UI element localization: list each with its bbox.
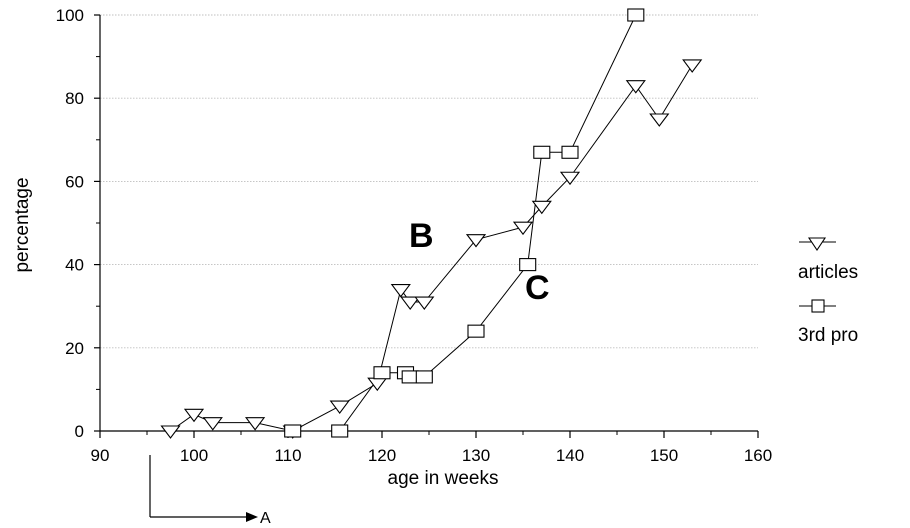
data-point-triangle bbox=[682, 59, 703, 73]
y-tick-label: 20 bbox=[65, 339, 84, 358]
legend-square-icon bbox=[811, 299, 825, 313]
annotation-c: C bbox=[525, 269, 550, 307]
data-point-square bbox=[331, 424, 349, 438]
x-axis-title: age in weeks bbox=[388, 468, 499, 489]
x-tick-label: 90 bbox=[91, 446, 110, 465]
data-point-triangle bbox=[160, 425, 181, 439]
data-point-triangle bbox=[183, 408, 205, 423]
series-line-1 bbox=[292, 14, 637, 432]
legend-item-3rd-pro: 3rd pro bbox=[798, 299, 858, 346]
x-tick-label: 150 bbox=[650, 446, 678, 465]
data-point-triangle bbox=[400, 296, 421, 310]
legend-triangle-icon bbox=[807, 237, 827, 251]
data-point-square bbox=[561, 145, 579, 159]
legend-item-articles: articles bbox=[798, 237, 858, 283]
y-tick-label: 80 bbox=[65, 89, 84, 108]
legend-label-3rd-pro: 3rd pro bbox=[798, 325, 858, 346]
data-point-square bbox=[415, 370, 433, 384]
a-marker-arrow bbox=[149, 455, 258, 522]
data-point-square bbox=[467, 324, 485, 338]
data-point-triangle bbox=[512, 221, 534, 236]
y-tick-label: 60 bbox=[65, 172, 84, 191]
data-point-triangle bbox=[625, 80, 646, 94]
x-tick-label: 130 bbox=[462, 446, 490, 465]
data-point-square bbox=[519, 258, 537, 272]
x-ticks: 90 100 110 120 130 140 150 160 bbox=[91, 431, 772, 465]
data-point-triangle bbox=[559, 171, 581, 186]
y-tick-label: 100 bbox=[56, 6, 84, 25]
y-axis-title: percentage bbox=[12, 177, 33, 272]
legend: articles 3rd pro bbox=[798, 237, 858, 346]
data-point-triangle bbox=[202, 417, 223, 431]
y-tick-label: 0 bbox=[75, 422, 84, 441]
x-tick-label: 110 bbox=[274, 446, 301, 465]
x-tick-label: 160 bbox=[744, 446, 772, 465]
data-point-triangle bbox=[649, 113, 670, 127]
series-markers bbox=[160, 8, 703, 439]
data-point-square bbox=[533, 145, 551, 159]
data-point-triangle bbox=[414, 296, 435, 310]
data-point-triangle bbox=[329, 400, 350, 414]
data-point-triangle bbox=[531, 200, 552, 215]
x-tick-label: 140 bbox=[556, 446, 584, 465]
y-ticks: 0 20 40 60 80 100 bbox=[56, 6, 100, 441]
data-point-triangle bbox=[245, 417, 266, 431]
a-marker-label: A bbox=[260, 510, 271, 527]
data-point-triangle bbox=[465, 234, 487, 248]
legend-label-articles: articles bbox=[798, 262, 858, 283]
x-tick-label: 100 bbox=[180, 446, 208, 465]
data-point-square bbox=[373, 366, 391, 380]
data-point-square bbox=[627, 8, 645, 22]
data-point-square bbox=[284, 424, 302, 438]
y-tick-label: 40 bbox=[65, 256, 84, 275]
annotation-b: B bbox=[409, 217, 434, 255]
data-point-triangle bbox=[390, 284, 411, 298]
x-tick-label: 120 bbox=[368, 446, 396, 465]
